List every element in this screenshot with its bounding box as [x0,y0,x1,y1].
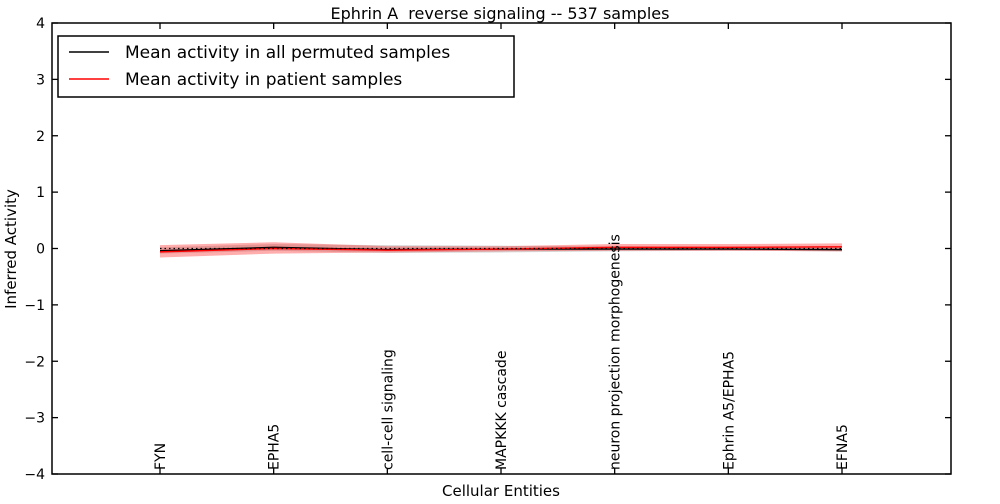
x-tick-label: cell-cell signaling [380,349,396,470]
x-tick-label: MAPKKK cascade [494,351,510,470]
y-tick-label: −1 [24,298,45,314]
y-tick-label: 4 [36,16,45,32]
y-tick-label: −4 [24,467,45,483]
x-tick-label: EFNA5 [835,424,851,470]
legend-permuted-label: Mean activity in all permuted samples [125,43,450,63]
y-tick-label: 0 [36,242,45,258]
x-axis-label: Cellular Entities [442,482,560,500]
y-tick-label: 2 [36,129,45,145]
x-tick-label: neuron projection morphogenesis [608,234,624,470]
x-tick-label: Ephrin A5/EPHA5 [721,351,737,470]
y-tick-label: 3 [36,72,45,88]
chart-title: Ephrin A reverse signaling -- 537 sample… [331,4,670,23]
x-tick-label: FYN [153,443,169,470]
y-tick-label: 1 [36,185,45,201]
y-tick-label: −3 [24,411,45,427]
legend-box [57,35,515,98]
x-tick-label: EPHA5 [267,424,283,470]
y-axis-label: Inferred Activity [2,189,20,309]
y-tick-label: −2 [24,354,45,370]
chart-layer: 4 3 2 1 0 −1 −2 −3 −4 FYN EPHA5 cell-cell signaling… [24,16,951,483]
series-1-band [160,242,842,258]
legend-patient-label: Mean activity in patient samples [125,70,402,90]
legend: Mean activity in all permuted samples Me… [57,35,515,98]
